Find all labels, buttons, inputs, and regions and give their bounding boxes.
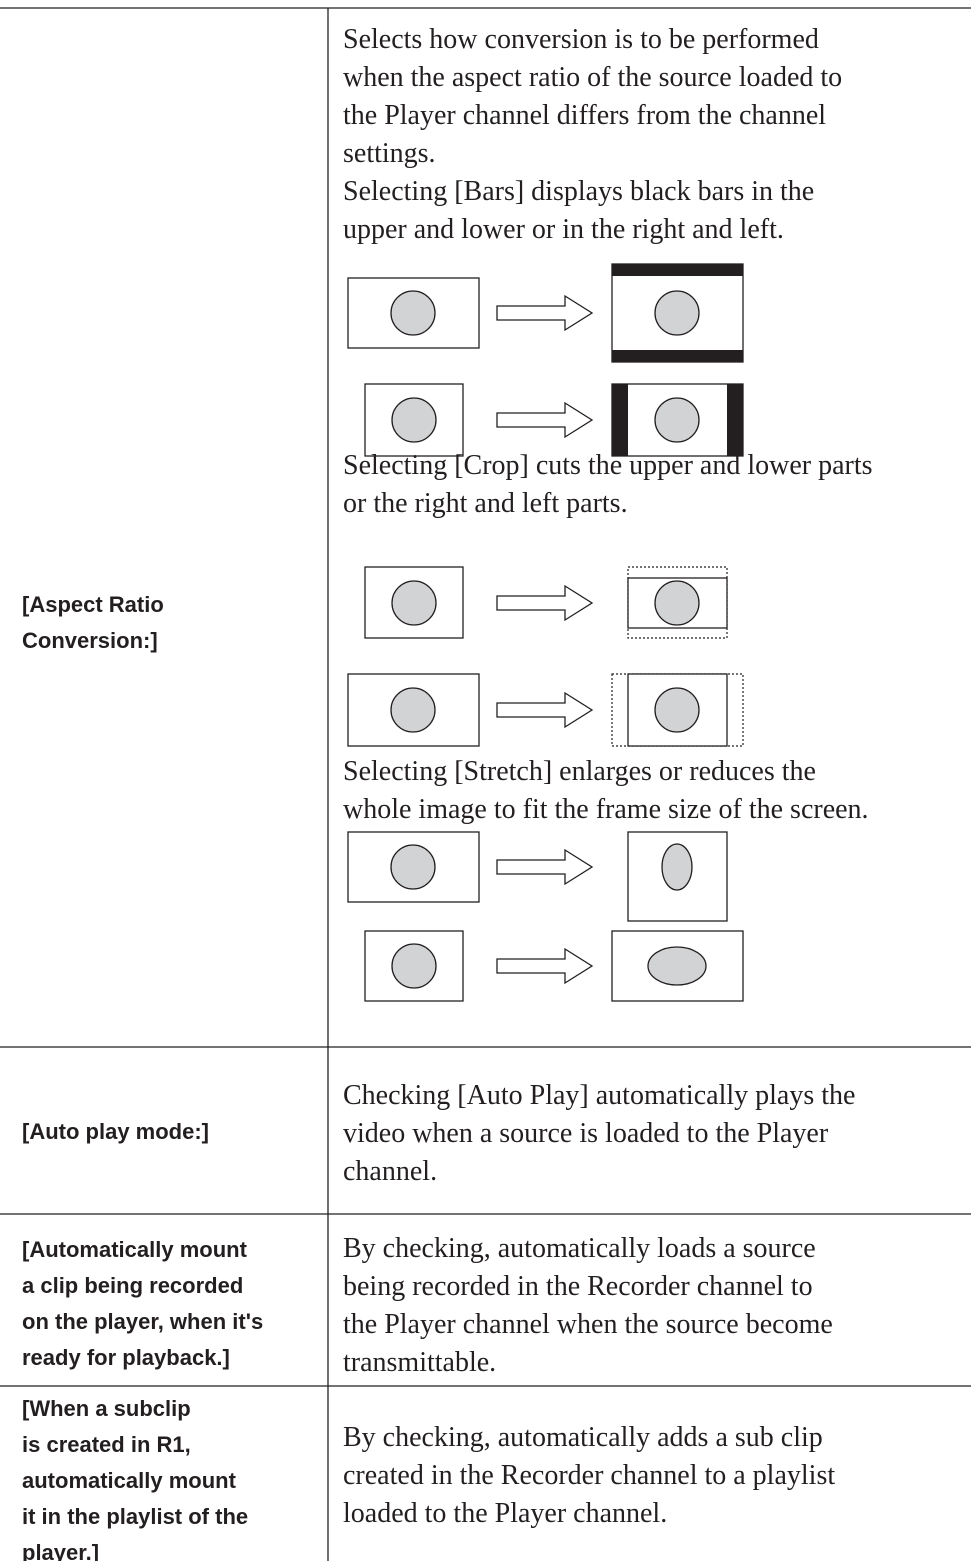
description-line: Selects how conversion is to be performe… bbox=[343, 24, 819, 55]
row-label: [When a subclip bbox=[22, 1396, 191, 1421]
description-line: the Player channel differs from the chan… bbox=[343, 100, 826, 131]
description-line: or the right and left parts. bbox=[343, 488, 628, 519]
description-line: By checking, automatically adds a sub cl… bbox=[343, 1422, 823, 1453]
row-label: it in the playlist of the bbox=[22, 1504, 248, 1529]
description-line: video when a source is loaded to the Pla… bbox=[343, 1118, 829, 1149]
row-label: Conversion:] bbox=[22, 628, 158, 653]
row-label: [Automatically mount bbox=[22, 1237, 248, 1262]
diagrams bbox=[347, 263, 744, 1002]
description-line: Selecting [Crop] cuts the upper and lowe… bbox=[343, 450, 873, 481]
row-label: [Auto play mode:] bbox=[22, 1119, 209, 1144]
description-line: loaded to the Player channel. bbox=[343, 1498, 667, 1529]
row-label: is created in R1, bbox=[22, 1432, 191, 1457]
description-line: Checking [Auto Play] automatically plays… bbox=[343, 1080, 855, 1111]
row-label: ready for playback.] bbox=[22, 1345, 230, 1370]
row-label: a clip being recorded bbox=[22, 1273, 243, 1298]
description-line: the Player channel when the source becom… bbox=[343, 1309, 833, 1340]
row-label: on the player, when it's bbox=[22, 1309, 263, 1334]
row-label: player.] bbox=[22, 1540, 99, 1561]
description-line: upper and lower or in the right and left… bbox=[343, 214, 784, 245]
row-label: automatically mount bbox=[22, 1468, 237, 1493]
description-line: when the aspect ratio of the source load… bbox=[343, 62, 842, 93]
description-line: Selecting [Bars] displays black bars in … bbox=[343, 176, 814, 207]
description-line: Selecting [Stretch] enlarges or reduces … bbox=[343, 756, 816, 787]
description-line: By checking, automatically loads a sourc… bbox=[343, 1233, 816, 1264]
description-line: settings. bbox=[343, 138, 436, 169]
description-line: being recorded in the Recorder channel t… bbox=[343, 1271, 813, 1302]
table-rules bbox=[0, 7, 971, 1561]
description-line: whole image to fit the frame size of the… bbox=[343, 794, 869, 825]
description-line: channel. bbox=[343, 1156, 437, 1187]
description-line: transmittable. bbox=[343, 1347, 496, 1378]
description-line: created in the Recorder channel to a pla… bbox=[343, 1460, 835, 1491]
row-label: [Aspect Ratio bbox=[22, 592, 164, 617]
